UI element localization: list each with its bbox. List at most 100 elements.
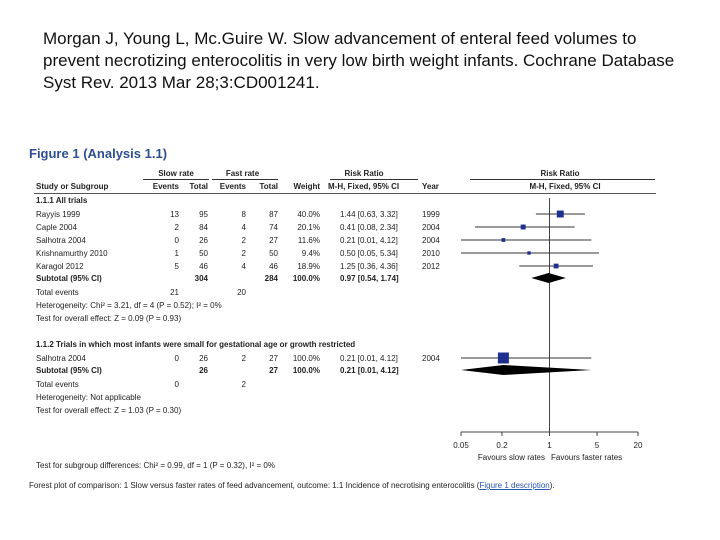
study-year: 2010 (422, 249, 440, 258)
effect-marker (497, 352, 509, 364)
study-events1: 2 (174, 223, 179, 232)
table-header-rule (34, 193, 656, 194)
header-slow-rate: Slow rate (158, 169, 194, 178)
subgroup1-subtotal-weight: 100.0% (292, 274, 320, 283)
study-total2: 74 (269, 223, 278, 232)
study-total1: 26 (199, 236, 208, 245)
effect-marker (501, 238, 506, 242)
subgroup2-overall-effect: Test for overall effect: Z = 1.03 (P = 0… (36, 406, 182, 415)
effect-marker (527, 251, 531, 255)
study-weight: 18.9% (297, 262, 320, 271)
rule-fast (212, 179, 278, 180)
figure-caption: Forest plot of comparison: 1 Slow versus… (29, 481, 555, 490)
header-method-plot: M-H, Fixed, 95% CI (529, 182, 601, 191)
subgroup1-total-events-label: Total events (36, 288, 79, 297)
study-total2: 50 (269, 249, 278, 258)
subgroup1-subtotal-total1: 304 (194, 274, 208, 283)
study-total2: 27 (269, 354, 278, 363)
pooled-diamond (461, 365, 592, 375)
figure-title: Figure 1 (Analysis 1.1) (29, 146, 167, 161)
study-year: 1999 (422, 210, 440, 219)
study-weight: 100.0% (292, 354, 320, 363)
subgroup1-heading: 1.1.1 All trials (36, 196, 88, 205)
rule-rr-plot (470, 179, 655, 180)
header-study: Study or Subgroup (36, 182, 109, 191)
header-risk-ratio: Risk Ratio (344, 169, 384, 178)
citation-text: Morgan J, Young L, Mc.Guire W. Slow adva… (43, 29, 675, 92)
axis-tick-label: 0.05 (453, 441, 469, 450)
study-weight: 40.0% (297, 210, 320, 219)
study-events2: 2 (241, 354, 246, 363)
study-events2: 2 (241, 236, 246, 245)
study-total1: 26 (199, 354, 208, 363)
figure-description-link[interactable]: Figure 1 description (479, 481, 550, 490)
subgroup1-subtotal-label: Subtotal (95% CI) (36, 274, 102, 283)
study-total1: 95 (199, 210, 208, 219)
subgroup2-heading: 1.1.2 Trials in which most infants were … (36, 340, 356, 349)
subgroup2-subtotal-label: Subtotal (95% CI) (36, 366, 102, 375)
study-name: Krishnamurthy 2010 (36, 249, 108, 258)
effect-marker (520, 224, 526, 230)
subgroup1-subtotal-rr: 0.97 [0.54, 1.74] (340, 274, 399, 283)
figure-label: Figure 1 (29, 146, 80, 161)
subgroup1-total-events2: 20 (237, 288, 246, 297)
subgroup2-total-events2: 2 (241, 380, 246, 389)
subgroup2-total-events1: 0 (174, 380, 179, 389)
study-weight: 20.1% (297, 223, 320, 232)
study-events2: 4 (241, 223, 246, 232)
subgroup1-heterogeneity: Heterogeneity: Chi² = 3.21, df = 4 (P = … (36, 301, 222, 310)
study-total1: 84 (199, 223, 208, 232)
study-events2: 2 (241, 249, 246, 258)
study-name: Caple 2004 (36, 223, 77, 232)
subgroup2-total-events-label: Total events (36, 380, 79, 389)
header-events2: Events (219, 182, 246, 191)
subgroup-differences: Test for subgroup differences: Chi² = 0.… (36, 461, 275, 470)
study-rr: 1.25 [0.36, 4.36] (340, 262, 398, 271)
header-weight: Weight (293, 182, 320, 191)
subgroup2-subtotal-rr: 0.21 [0.01, 4.12] (340, 366, 399, 375)
study-events1: 0 (174, 236, 179, 245)
study-weight: 11.6% (297, 236, 320, 245)
study-rr: 0.21 [0.01, 4.12] (340, 354, 398, 363)
study-rr: 0.50 [0.05, 5.34] (340, 249, 398, 258)
effect-marker (556, 210, 564, 218)
study-events2: 8 (241, 210, 246, 219)
study-year: 2012 (422, 262, 440, 271)
rule-rr (330, 179, 418, 180)
caption-end: ). (549, 481, 555, 490)
rule-slow (143, 179, 209, 180)
study-rr: 1.44 [0.63, 3.32] (340, 210, 398, 219)
favours-slow-label: Favours slow rates (477, 453, 545, 462)
subgroup2-subtotal-total2: 27 (269, 366, 278, 375)
subgroup2-subtotal-weight: 100.0% (292, 366, 320, 375)
axis-tick-label: 5 (594, 441, 600, 450)
study-rr: 0.41 [0.08, 2.34] (340, 223, 398, 232)
axis-tick-label: 1 (547, 441, 552, 450)
study-events2: 4 (241, 262, 246, 271)
header-risk-ratio-plot: Risk Ratio (540, 169, 580, 178)
study-name: Karagol 2012 (36, 262, 84, 271)
study-events1: 5 (174, 262, 179, 271)
axis-tick-label: 0.2 (496, 441, 508, 450)
study-total1: 50 (199, 249, 208, 258)
subgroup1-overall-effect: Test for overall effect: Z = 0.09 (P = 0… (36, 314, 182, 323)
study-year: 2004 (422, 354, 440, 363)
study-events1: 1 (174, 249, 179, 258)
header-total2: Total (259, 182, 278, 191)
study-year: 2004 (422, 236, 440, 245)
caption-text: Forest plot of comparison: 1 Slow versus… (29, 481, 480, 490)
axis-tick-label: 20 (633, 441, 643, 450)
study-events1: 13 (170, 210, 179, 219)
study-name: Salhotra 2004 (36, 236, 86, 245)
study-rr: 0.21 [0.01, 4.12] (340, 236, 398, 245)
study-total2: 46 (269, 262, 278, 271)
subgroup1-subtotal-total2: 284 (264, 274, 278, 283)
study-total2: 27 (269, 236, 278, 245)
subgroup2-heterogeneity: Heterogeneity: Not applicable (36, 393, 141, 402)
study-events1: 0 (174, 354, 179, 363)
subgroup2-subtotal-total1: 26 (199, 366, 208, 375)
favours-fast-label: Favours faster rates (551, 453, 623, 462)
study-year: 2004 (422, 223, 440, 232)
figure-analysis: (Analysis 1.1) (83, 146, 168, 161)
